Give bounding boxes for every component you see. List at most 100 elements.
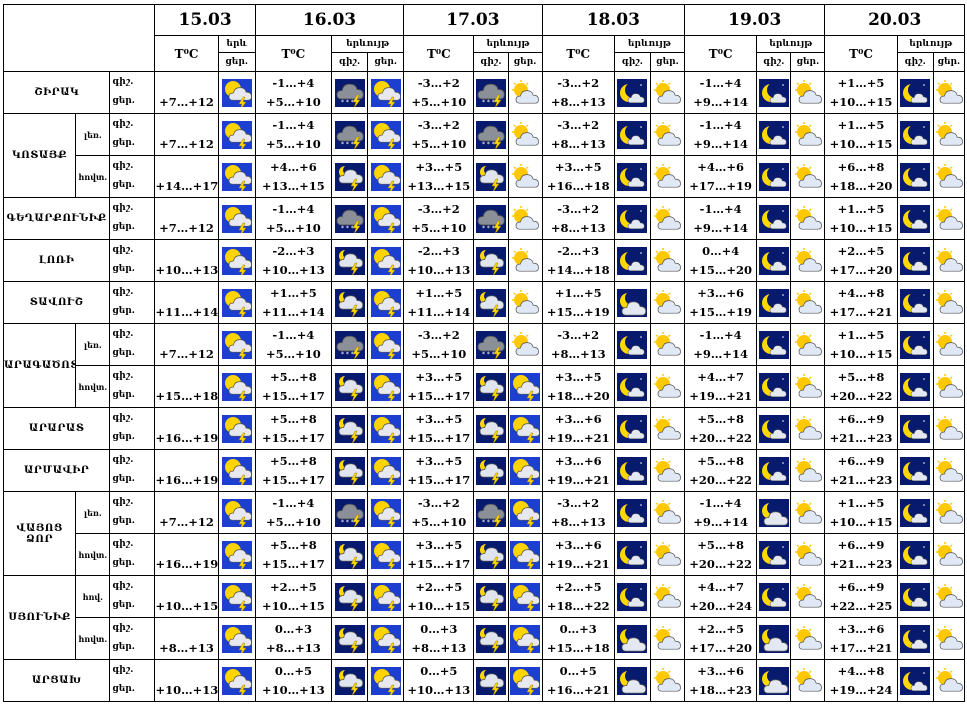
- temperature-cell: -2…+3 +14…+18: [541, 239, 615, 282]
- night-temp: [156, 578, 217, 597]
- weather-icon-cell: [613, 365, 651, 408]
- night-label: գիշ.: [112, 538, 134, 549]
- day-temp: +5…+10: [411, 94, 467, 109]
- sun-cloud-icon: [934, 373, 963, 401]
- night-storm-icon: [334, 456, 365, 485]
- temperature-cell: +4…+8 +19…+24: [824, 659, 898, 702]
- night-storm-snow-icon: * * *: [334, 204, 365, 233]
- weather-icon-cell: [330, 365, 369, 408]
- night-temp: +5…+8: [269, 369, 317, 384]
- weather-icon-cell: [790, 659, 826, 702]
- region-row: ԼՈՌԻ գիշ. ցեր. +10…+13 -2…+3 +10…+13 -2…+3 +10……: [2, 239, 966, 282]
- temp-col-header: T⁰C: [254, 35, 333, 72]
- svg-text:* * *: * * *: [482, 225, 495, 232]
- moon-icon: [758, 78, 789, 107]
- pcloud-storm-icon: [221, 498, 252, 527]
- sun-cloud-icon: [934, 121, 963, 149]
- day-temp: +16…+18: [546, 178, 610, 193]
- day-temp: +7…+12: [159, 346, 214, 361]
- moon-icon: [758, 330, 789, 359]
- day-subheader: ցեր.: [507, 52, 543, 72]
- sun-cloud-icon: [510, 331, 540, 359]
- day-temp: +5…+10: [265, 346, 321, 361]
- weather-icon-cell: [613, 575, 651, 618]
- night-temp: 0…+3: [274, 621, 312, 636]
- night-temp: +5…+8: [837, 369, 885, 384]
- temperature-cell: +2…+5 +17…+20: [684, 617, 758, 660]
- weather-icon-cell: [217, 533, 256, 576]
- day-temp: +10…+15: [829, 220, 893, 235]
- temperature-cell: +3…+6 +19…+21: [541, 449, 615, 492]
- day-subheader: ցեր.: [367, 52, 405, 72]
- day-temp: +7…+12: [159, 514, 214, 529]
- day-temp: +15…+17: [407, 430, 471, 445]
- weather-icon-cell: [367, 197, 405, 240]
- sun-cloud-icon: [934, 415, 963, 443]
- night-temp: [156, 536, 217, 555]
- day-temp: +7…+12: [159, 136, 214, 151]
- temperature-cell: +3…+6 +15…+19: [684, 281, 758, 324]
- moon-icon: [617, 162, 648, 191]
- weather-icon-cell: [473, 617, 509, 660]
- sun-cloud-icon: [934, 541, 963, 569]
- night-temp: +3…+5: [415, 453, 463, 468]
- temperature-cell: -1…+4 +9…+14: [684, 71, 758, 114]
- weather-icon-cell: [507, 407, 543, 450]
- day-temp: +9…+14: [693, 514, 749, 529]
- day-label: ցեր.: [112, 179, 135, 190]
- region-row: հովտ. գիշ. ցեր. +16…+19 +5…+8 +15…+17 +3…+5 +15…: [4, 533, 966, 576]
- pcloud-storm-icon: [221, 330, 252, 359]
- temperature-cell: -3…+2 +5…+10: [403, 71, 475, 114]
- region-name: ԱՐԱԳԱԾՈՏՆ: [2, 323, 77, 408]
- temperature-cell: +2…+5 +10…+15: [403, 575, 475, 618]
- region-name: ԳԵՂԱՐՔՈՒՆԻՔ: [2, 197, 111, 240]
- pcloud-storm-icon: [370, 330, 401, 359]
- sun-cloud-icon: [934, 247, 963, 275]
- weather-icon-cell: [507, 113, 543, 156]
- temperature-cell: +10…+13: [154, 659, 219, 702]
- weather-icon-cell: [756, 323, 792, 366]
- night-label: գիշ.: [112, 412, 134, 423]
- weather-icon-cell: [613, 449, 651, 492]
- day-temp: +15…+17: [261, 388, 325, 403]
- night-label: գիշ.: [112, 496, 134, 507]
- moon-icon: [900, 498, 931, 527]
- sun-cloud-icon: [652, 457, 682, 485]
- night-temp: -1…+4: [699, 75, 742, 90]
- weather-icon-cell: [756, 365, 792, 408]
- temperature-cell: -2…+3 +10…+13: [403, 239, 475, 282]
- weather-icon-cell: [507, 533, 543, 576]
- weather-icon-cell: * * *: [330, 323, 369, 366]
- weather-icon-cell: * * *: [473, 197, 509, 240]
- night-temp: +2…+5: [415, 579, 463, 594]
- region-row: ՍՅՈՒՆԻՔ հով. գիշ. ցեր. +10…+15 +2…+5 +10…+15 +2…: [2, 575, 966, 660]
- pcloud-storm-icon: [510, 414, 541, 443]
- night-temp: -1…+4: [272, 117, 315, 132]
- temperature-cell: +6…+8 +18…+20: [824, 155, 898, 198]
- weather-icon-cell: [932, 239, 966, 282]
- day-temp: +19…+21: [689, 388, 753, 403]
- night-day-labels: գիշ. ցեր.: [109, 533, 156, 576]
- weather-icon-cell: [473, 155, 509, 198]
- day-temp: +17…+20: [689, 640, 753, 655]
- weather-icon-cell: * * *: [330, 491, 369, 534]
- night-temp: [156, 242, 217, 261]
- weather-icon-cell: [217, 449, 256, 492]
- temperature-cell: +3…+6 +18…+23: [684, 659, 758, 702]
- sun-cloud-icon: [652, 583, 682, 611]
- temperature-cell: +4…+8 +17…+21: [824, 281, 898, 324]
- weather-icon-cell: [330, 575, 369, 618]
- moon-cloud-icon: [758, 624, 789, 653]
- moon-icon: [758, 582, 789, 611]
- night-temp: [156, 620, 217, 639]
- night-temp: +1…+5: [837, 495, 885, 510]
- moon-icon: [900, 78, 931, 107]
- day-label: ցեր.: [112, 263, 135, 274]
- weather-icon-cell: [649, 281, 686, 324]
- night-storm-icon: [334, 162, 365, 191]
- night-day-labels: գիշ. ցեր.: [109, 323, 156, 366]
- pcloud-storm-icon: [370, 204, 401, 233]
- night-temp: 0…+3: [559, 621, 597, 636]
- region-row: ՏԱՎՈՒՇ գիշ. ցեր. +11…+14 +1…+5 +11…+14 +1…+5 +1…: [2, 281, 966, 324]
- temperature-cell: +1…+5 +10…+15: [824, 197, 898, 240]
